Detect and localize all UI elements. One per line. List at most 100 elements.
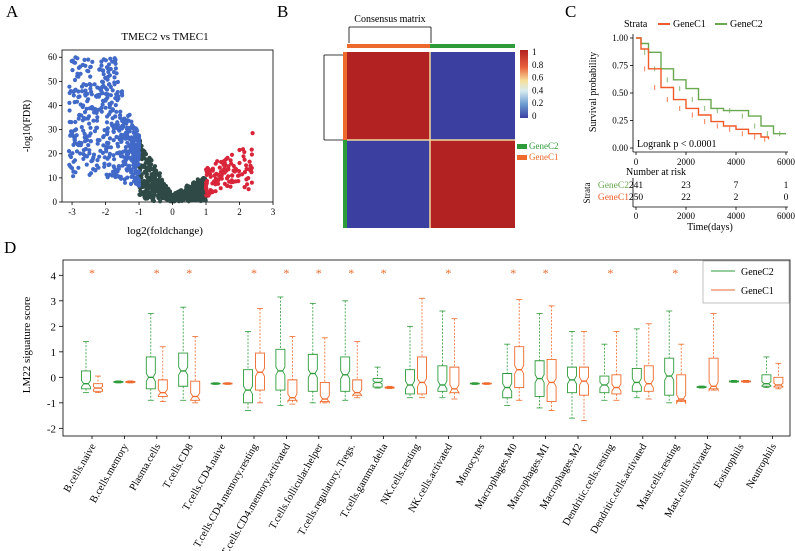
box-xlabel-0: B.cells.naive [62,442,99,495]
box-body [287,379,298,404]
volcano-point [249,147,254,152]
box-body [437,365,448,392]
volcano-point [70,68,75,73]
box-body [352,379,363,397]
box-xlabel-21: Neutrophils [745,442,779,490]
volcano-point [108,84,113,90]
volcano-point [103,58,108,63]
survival-pvalue: Logrank p < 0.0001 [637,139,717,150]
volcano-point [140,149,145,154]
panel-label-d: D [4,238,16,257]
box-body [157,379,168,397]
volcano-point [118,174,123,179]
volcano-point [228,158,233,163]
consensus-legend-swatch-genec1 [517,155,527,160]
box-genec1-13 [514,299,525,401]
box-body [178,352,189,387]
volcano-point [82,135,87,140]
survival-curves [636,37,786,142]
volcano-point [136,170,142,175]
volcano-point [88,131,93,136]
volcano-point [76,165,81,170]
volcano-point [91,152,97,157]
volcano-point [87,121,92,126]
consensus-block-2-2 [430,140,515,228]
volcano-point [68,133,73,138]
volcano-point [78,143,83,148]
volcano-point [140,154,145,159]
box-genec2-19 [696,385,707,389]
volcano-frame [61,49,274,203]
volcano-ytick-label-0: 0 [53,197,58,207]
boxplot-ylabel: LM22 siguature score [21,297,33,394]
box-genec2-16 [599,343,610,401]
box-ytick-label-4: 2 [51,321,57,333]
volcano-point [70,151,75,156]
box-genec1-7 [319,337,330,404]
volcano-point [131,161,137,166]
box-genec1-1 [125,380,136,384]
volcano-point [137,192,143,197]
volcano-point [114,109,119,114]
volcano-point [242,185,247,190]
volcano-point [123,136,128,141]
box-body [275,348,286,391]
volcano-point [130,155,135,160]
volcano-point [112,157,117,162]
volcano-point [86,143,91,148]
volcano-point [83,88,88,93]
box-genec2-12 [469,382,480,385]
volcano-point [213,189,218,194]
volcano-point [87,148,92,153]
volcano-point [190,184,195,189]
volcano-point [130,123,135,128]
box-genec2-20 [729,379,739,383]
volcano-point [144,158,149,163]
volcano-point [102,161,107,166]
box-body [405,369,415,395]
volcano-point [68,164,73,169]
volcano-point [80,62,85,67]
panel-label-c: C [565,2,576,21]
volcano-xlabel: log2(foldchange) [127,225,203,237]
volcano-point [225,155,230,160]
volcano-point [118,150,123,155]
volcano-point [118,115,123,120]
consensus-legend-swatch-genec2 [517,144,527,149]
volcano-point [89,92,94,97]
box-genec1-20 [741,379,751,383]
volcano-ytick-label-2: 20 [48,149,58,159]
volcano-point [99,109,104,114]
volcano-title: TMEC2 vs TMEC1 [121,31,208,43]
box-body [190,380,201,401]
volcano-point [198,192,203,197]
volcano-point [101,143,106,148]
volcano-point [73,170,78,175]
box-body [514,346,525,388]
volcano-point [100,68,105,73]
volcano-point [126,136,131,141]
survival-plot: Strata GeneC1 GeneC2 0.00 0.25 0.50 0.75 1.0… [582,19,795,233]
significance-star-9: * [381,266,387,280]
volcano-point [113,57,118,62]
volcano-point [242,157,247,162]
box-genec1-2 [157,346,168,402]
volcano-point [203,186,209,191]
volcano-point [119,91,124,96]
risk-row-label-genec1: GeneC1 [598,193,629,203]
volcano-point [204,178,210,184]
volcano-ylabel: -log10(FDR) [22,100,33,152]
volcano-point [218,175,223,180]
volcano-point [175,197,180,202]
volcano-point [222,166,227,171]
boxplot-legend-genec1: GeneC1 [741,286,774,297]
volcano-point [149,182,154,187]
risk-table-title: Number at risk [626,167,686,178]
risk-count-genec2-1: 23 [681,181,691,191]
volcano-point [237,147,242,153]
volcano-point [111,164,116,169]
volcano-point [180,197,185,202]
box-genec2-13 [502,343,513,406]
